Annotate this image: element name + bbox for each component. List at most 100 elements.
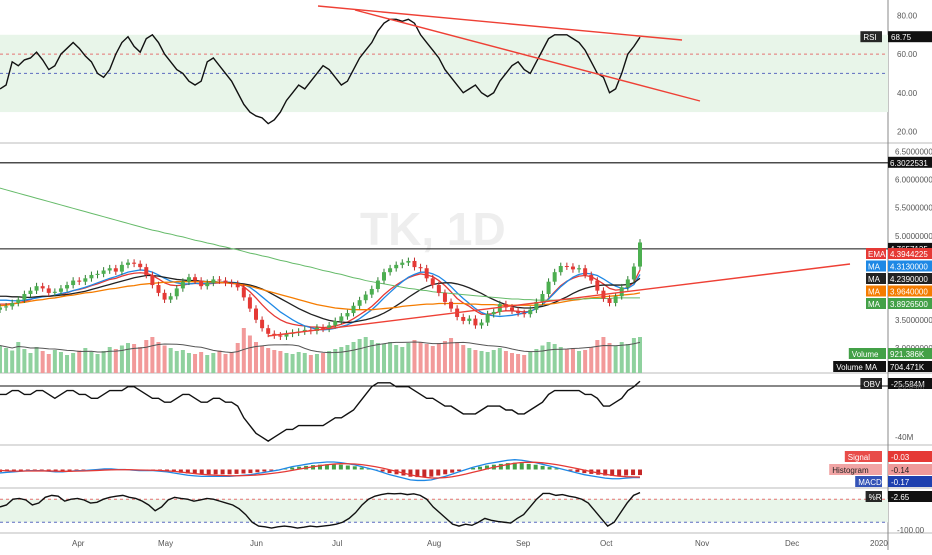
volume-bar (473, 350, 477, 373)
obv-value-badge-label: OBV (863, 380, 881, 389)
ma-badge-value: 3.8926500 (890, 300, 928, 309)
macd-signal-badge: Signal-0.03 (845, 451, 932, 462)
volume-bar (41, 351, 45, 373)
candle-body (175, 288, 179, 296)
volume-bar (181, 350, 185, 373)
candle-body (406, 261, 410, 263)
candle-body (41, 286, 45, 288)
volume-bar (230, 352, 234, 373)
candle-body (559, 266, 563, 272)
volume-bar (175, 351, 179, 373)
candle-body (516, 311, 520, 313)
wr-tick-0: -100.00 (897, 526, 925, 535)
candle-body (193, 277, 197, 280)
rsi-tick-2: 40.00 (897, 89, 918, 98)
volume-bar (534, 349, 538, 373)
volume-bar (47, 354, 51, 373)
volume-bar (272, 350, 276, 373)
volume-bar (540, 346, 544, 374)
macd-value-badge-value: -0.17 (891, 478, 910, 487)
candle-body (254, 309, 258, 320)
obv-tick-1: -40M (895, 433, 914, 442)
volume-bar (504, 351, 508, 373)
volume-bar (364, 337, 368, 373)
macd-histogram-bar (221, 470, 225, 475)
candle-body (205, 283, 209, 286)
candle-body (89, 275, 93, 278)
volume-bar (224, 354, 228, 373)
volume-bar (577, 351, 581, 373)
volume-bar (419, 342, 423, 373)
candle-body (169, 296, 173, 299)
candle-body (400, 263, 404, 265)
volume-bar (406, 343, 410, 373)
candle-body (358, 300, 362, 306)
x-axis-label-2020: 2020 (870, 539, 888, 548)
macd-histogram-bar (214, 470, 218, 475)
volume-bar (345, 345, 349, 373)
candle-body (199, 281, 203, 287)
volume-bar (510, 353, 514, 373)
volume-bar (467, 348, 471, 373)
volume-bar (0, 346, 2, 374)
volume-bar (199, 352, 203, 373)
volume-bar (339, 347, 343, 373)
candle-body (96, 274, 100, 275)
candle-body (236, 284, 240, 287)
volume-bar (77, 351, 81, 374)
volume-bar (150, 337, 154, 373)
macd-histogram-bar (248, 470, 252, 474)
macd-histogram-bar (534, 465, 538, 470)
candle-body (53, 292, 57, 293)
volume-bar (437, 343, 441, 373)
candle-body (589, 275, 593, 281)
volume-bar (547, 342, 551, 373)
macd-histogram-bar (520, 463, 524, 469)
macd-histogram-bar (235, 470, 239, 474)
candle-body (419, 267, 423, 268)
candle-body (4, 306, 8, 307)
candle-body (59, 288, 63, 291)
volume-bar (461, 345, 465, 373)
volume-bar (601, 337, 605, 373)
volume-bar (217, 351, 221, 374)
ma-badge-label: MA (868, 263, 881, 272)
macd-histogram-bar (638, 470, 642, 476)
support-trendline (268, 264, 850, 336)
macd-signal-badge-value: -0.03 (891, 453, 910, 462)
volume-bar (443, 341, 447, 373)
volume-bar (278, 351, 282, 373)
volume-bar (163, 346, 167, 374)
candle-body (187, 277, 191, 281)
volume-bar (102, 351, 106, 373)
candle-body (461, 317, 465, 321)
volume-bar (486, 352, 490, 373)
rsi-tick-0: 80.00 (897, 11, 918, 20)
macd-histogram-bar (624, 470, 628, 476)
ma-badge-label: MA (868, 275, 881, 284)
volume-bar (169, 348, 173, 373)
macd-histogram-bar (228, 470, 232, 475)
macd-histogram-bar (360, 468, 364, 470)
volume-bar (528, 352, 532, 373)
volume-bar (400, 347, 404, 373)
volume-bar (138, 347, 142, 373)
candle-body (638, 242, 642, 266)
candle-body (626, 279, 630, 287)
volume-bar (71, 353, 75, 373)
candle-body (224, 281, 228, 283)
candle-body (132, 263, 136, 264)
candle-body (431, 278, 435, 285)
candle-body (571, 267, 575, 270)
volume-bar (236, 343, 240, 373)
candle-body (412, 261, 416, 267)
volume-bar (412, 340, 416, 373)
rsi-value-badge-value: 68.75 (891, 33, 912, 42)
candle-body (217, 279, 221, 280)
volume-bar (388, 342, 392, 373)
price-tick-1: 6.0000000 (895, 176, 932, 185)
